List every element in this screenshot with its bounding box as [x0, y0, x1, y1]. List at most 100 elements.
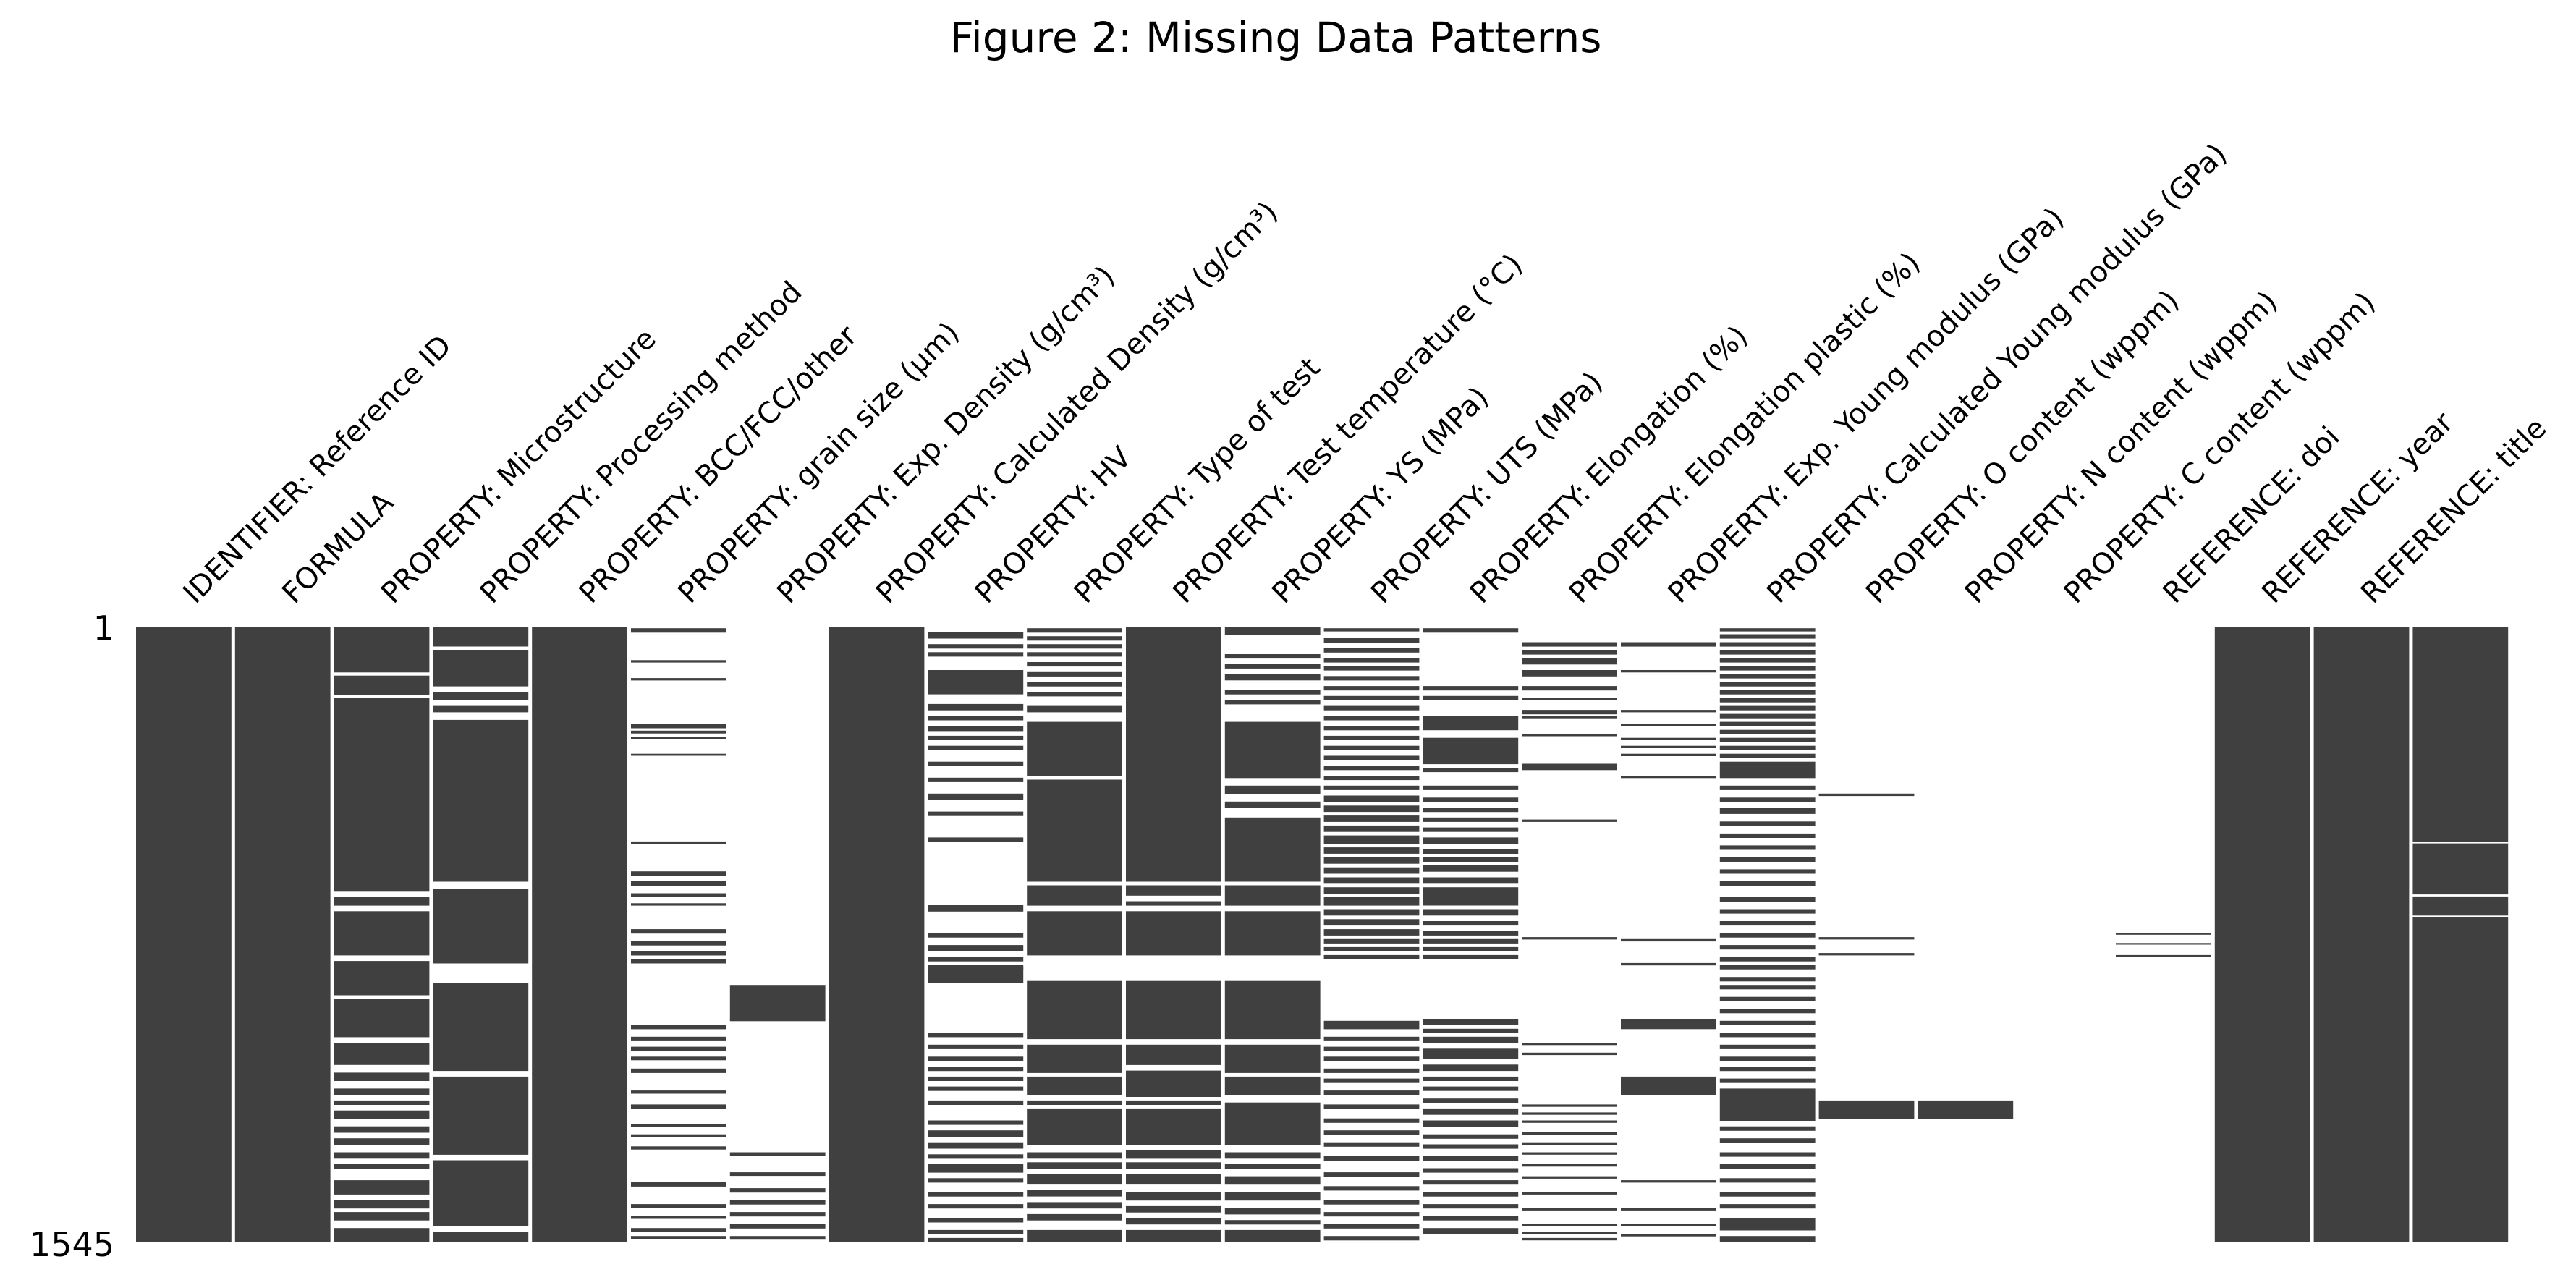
present-block-col11-16	[1126, 1229, 1221, 1242]
present-block-col11-15	[1126, 1218, 1221, 1225]
present-block-col10-13	[1027, 911, 1122, 956]
present-block-col4-2	[433, 650, 529, 687]
present-block-col13-10	[1323, 716, 1420, 721]
present-block-col3-19	[334, 1212, 430, 1221]
present-block-col13-6	[1323, 676, 1420, 681]
present-block-col6-28	[631, 1204, 726, 1208]
present-block-col14-8	[1423, 797, 1519, 802]
present-block-col13-16	[1323, 776, 1420, 781]
present-block-col10-4	[1027, 652, 1122, 657]
present-block-col7-6	[729, 1200, 826, 1205]
present-block-col17-50	[1719, 1178, 1816, 1183]
present-block-col6-14	[631, 941, 726, 946]
present-block-col17-21	[1719, 808, 1816, 814]
present-block-col18-3	[1818, 953, 1915, 956]
present-block-col15-4	[1522, 670, 1617, 677]
present-block-col9-37	[928, 1229, 1024, 1234]
present-block-col15-16	[1522, 1112, 1617, 1115]
present-block-col4-4	[433, 705, 529, 713]
present-block-col11-6	[1126, 1044, 1221, 1065]
present-block-col13-41	[1323, 1090, 1420, 1095]
present-block-col14-25	[1423, 1028, 1519, 1033]
column-label-11: PROPERTY: Test temperature (°C)	[1166, 247, 1529, 610]
present-block-col12-12	[1224, 911, 1321, 956]
present-block-col6-26	[631, 1146, 726, 1150]
present-block-col13-7	[1323, 686, 1420, 691]
present-block-col3-4	[334, 897, 430, 906]
present-block-col7-8	[729, 1224, 826, 1229]
present-block-col6-6	[631, 737, 726, 739]
present-block-col16-15	[1621, 1224, 1716, 1226]
present-block-col16-13	[1621, 1180, 1716, 1183]
present-block-col9-16	[928, 933, 1024, 938]
present-block-col10-2	[1027, 636, 1122, 641]
present-block-col4-6	[433, 889, 529, 964]
present-block-col9-2	[928, 644, 1024, 649]
present-block-col17-3	[1719, 642, 1816, 647]
present-block-col12-15	[1224, 1076, 1321, 1095]
present-block-col12-19	[1224, 1176, 1321, 1185]
present-block-col16-5	[1621, 737, 1716, 740]
present-block-col17-15	[1719, 737, 1816, 742]
present-block-col6-16	[631, 959, 726, 964]
present-block-col13-51	[1323, 1224, 1420, 1229]
present-block-col17-24	[1719, 845, 1816, 850]
present-block-col13-33	[1323, 946, 1420, 951]
present-block-col14-27	[1423, 1048, 1519, 1059]
present-block-col13-21	[1323, 825, 1420, 832]
present-block-col12-21	[1224, 1208, 1321, 1215]
present-block-col15-10	[1522, 763, 1617, 771]
present-block-col14-28	[1423, 1064, 1519, 1072]
present-block-col13-25	[1323, 867, 1420, 874]
present-block-col13-38	[1323, 1056, 1420, 1061]
present-block-col17-20	[1719, 797, 1816, 802]
present-block-col17-17	[1719, 753, 1816, 758]
present-block-col13-24	[1323, 857, 1420, 864]
present-block-col12-22	[1224, 1220, 1321, 1225]
present-block-col4-10	[433, 1232, 529, 1242]
present-block-col14-10	[1423, 817, 1519, 822]
present-block-col11-1	[1126, 627, 1221, 882]
present-block-col11-13	[1126, 1192, 1221, 1201]
present-block-col10-11	[1027, 779, 1122, 882]
present-block-col13-34	[1323, 954, 1420, 959]
present-block-col13-1	[1323, 628, 1420, 632]
present-block-col9-3	[928, 652, 1024, 657]
present-block-col15-24	[1522, 1208, 1617, 1211]
present-block-col14-34	[1423, 1134, 1519, 1139]
present-block-col2-1	[234, 627, 331, 1242]
present-block-col19-1	[1918, 1100, 2014, 1119]
present-block-col12-8	[1224, 785, 1321, 794]
present-block-col13-9	[1323, 705, 1420, 711]
present-block-col13-45	[1323, 1142, 1420, 1147]
present-block-col13-26	[1323, 877, 1420, 884]
present-block-col4-5	[433, 719, 529, 882]
present-block-col14-22	[1423, 946, 1519, 951]
present-block-col17-26	[1719, 869, 1816, 874]
present-block-col13-32	[1323, 938, 1420, 944]
present-block-col16-8	[1621, 776, 1716, 779]
present-block-col17-25	[1719, 857, 1816, 862]
present-block-col6-3	[631, 678, 726, 681]
present-block-col14-36	[1423, 1156, 1519, 1161]
present-block-col10-1	[1027, 628, 1122, 633]
present-block-col16-2	[1621, 670, 1716, 673]
present-block-col10-9	[1027, 705, 1122, 713]
present-block-col14-23	[1423, 954, 1519, 959]
present-block-col14-6	[1423, 768, 1519, 773]
present-block-col17-5	[1719, 658, 1816, 663]
present-block-col12-2	[1224, 654, 1321, 659]
present-block-col11-12	[1126, 1174, 1221, 1185]
present-block-col13-2	[1323, 638, 1420, 643]
present-block-col4-7	[433, 983, 529, 1072]
present-block-col17-29	[1719, 909, 1816, 914]
present-block-col6-25	[631, 1134, 726, 1137]
present-block-col21-1	[2116, 933, 2211, 935]
present-block-col13-30	[1323, 919, 1420, 926]
present-block-col6-13	[631, 929, 726, 934]
present-block-col7-4	[729, 1172, 826, 1177]
present-block-col17-19	[1719, 785, 1816, 790]
present-block-col9-12	[928, 793, 1024, 800]
present-block-col12-7	[1224, 721, 1321, 779]
present-block-col3-9	[334, 1072, 430, 1081]
